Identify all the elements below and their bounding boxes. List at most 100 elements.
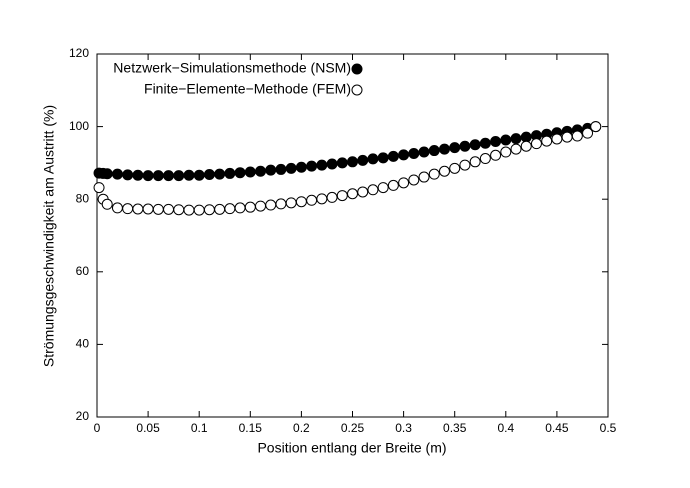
data-point [326,191,338,203]
data-point [101,198,113,210]
data-point [500,146,512,158]
data-point [295,196,307,208]
data-point [132,203,144,215]
x-tick-label: 0.1 [191,421,208,435]
data-point [408,174,420,186]
data-point [183,204,195,216]
data-point [479,153,491,165]
data-point [316,159,328,171]
data-point [449,162,461,174]
x-tick-label: 0.2 [293,421,310,435]
data-point [142,170,154,182]
data-point [255,200,267,212]
data-point [510,133,522,145]
data-point [357,154,369,166]
data-point [530,138,542,150]
data-point [285,197,297,209]
data-point [111,168,123,180]
y-tick-label: 80 [76,191,90,205]
data-point [173,204,185,216]
data-point [418,146,430,158]
y-tick-label: 40 [76,337,90,351]
data-point [490,135,502,147]
data-point [541,135,553,147]
legend-marker [351,63,363,75]
x-tick-label: 0.3 [395,421,412,435]
data-point [377,182,389,194]
data-point [408,147,420,159]
x-tick-label: 0.35 [443,421,467,435]
data-point [367,184,379,196]
data-point [275,198,287,210]
data-point [275,163,287,175]
data-point [479,137,491,149]
data-point [582,127,594,139]
data-point [306,194,318,206]
data-point [203,204,215,216]
data-point [224,167,236,179]
data-point [265,199,277,211]
data-point [306,160,318,172]
data-point [132,169,144,181]
data-point [398,177,410,189]
data-point [152,170,164,182]
x-tick-label: 0.4 [497,421,514,435]
data-point [101,168,113,180]
data-point [234,167,246,179]
data-point [163,170,175,182]
y-tick-label: 120 [69,46,89,60]
data-point [326,158,338,170]
data-point [173,170,185,182]
data-point [490,149,502,161]
x-tick-label: 0 [94,421,101,435]
data-point [285,162,297,174]
data-point [244,201,256,213]
data-point [203,169,215,181]
data-point [590,121,602,133]
data-point [224,203,236,215]
data-point [163,203,175,215]
data-point [418,171,430,183]
data-point [459,140,471,152]
data-point [500,134,512,146]
data-point [122,169,134,181]
x-tick-label: 0.25 [341,421,365,435]
data-point [347,156,358,168]
y-tick-label: 20 [76,409,90,423]
x-tick-label: 0.15 [239,421,263,435]
data-point [387,150,399,162]
data-point [193,204,205,216]
data-point [469,156,481,168]
data-point [336,190,348,202]
data-point [214,203,226,215]
data-point [244,166,256,178]
plot-frame [96,53,609,418]
data-point [438,143,450,155]
data-point [469,139,481,151]
data-point [265,164,277,176]
x-tick-label: 0.45 [545,421,569,435]
data-point [193,169,205,181]
data-point [152,203,164,215]
data-point [183,169,195,181]
data-point [142,203,154,215]
data-point [111,202,123,214]
data-point [510,143,522,155]
data-point [367,153,379,165]
data-point [561,131,573,143]
data-point [347,188,358,200]
data-point [336,157,348,169]
y-tick-label: 100 [69,119,89,133]
x-tick-label: 0.5 [600,421,617,435]
x-tick-label: 0.05 [136,421,160,435]
data-point [122,203,134,215]
data-point [387,179,399,191]
data-point [214,168,226,180]
data-point [520,131,532,143]
y-axis-label: Strömungsgeschwindigkeit am Austritt (%) [41,105,57,367]
data-point [438,165,450,177]
data-point [449,142,461,154]
legend-label: Finite−Elemente−Methode (FEM) [144,81,351,97]
data-point [520,140,532,152]
